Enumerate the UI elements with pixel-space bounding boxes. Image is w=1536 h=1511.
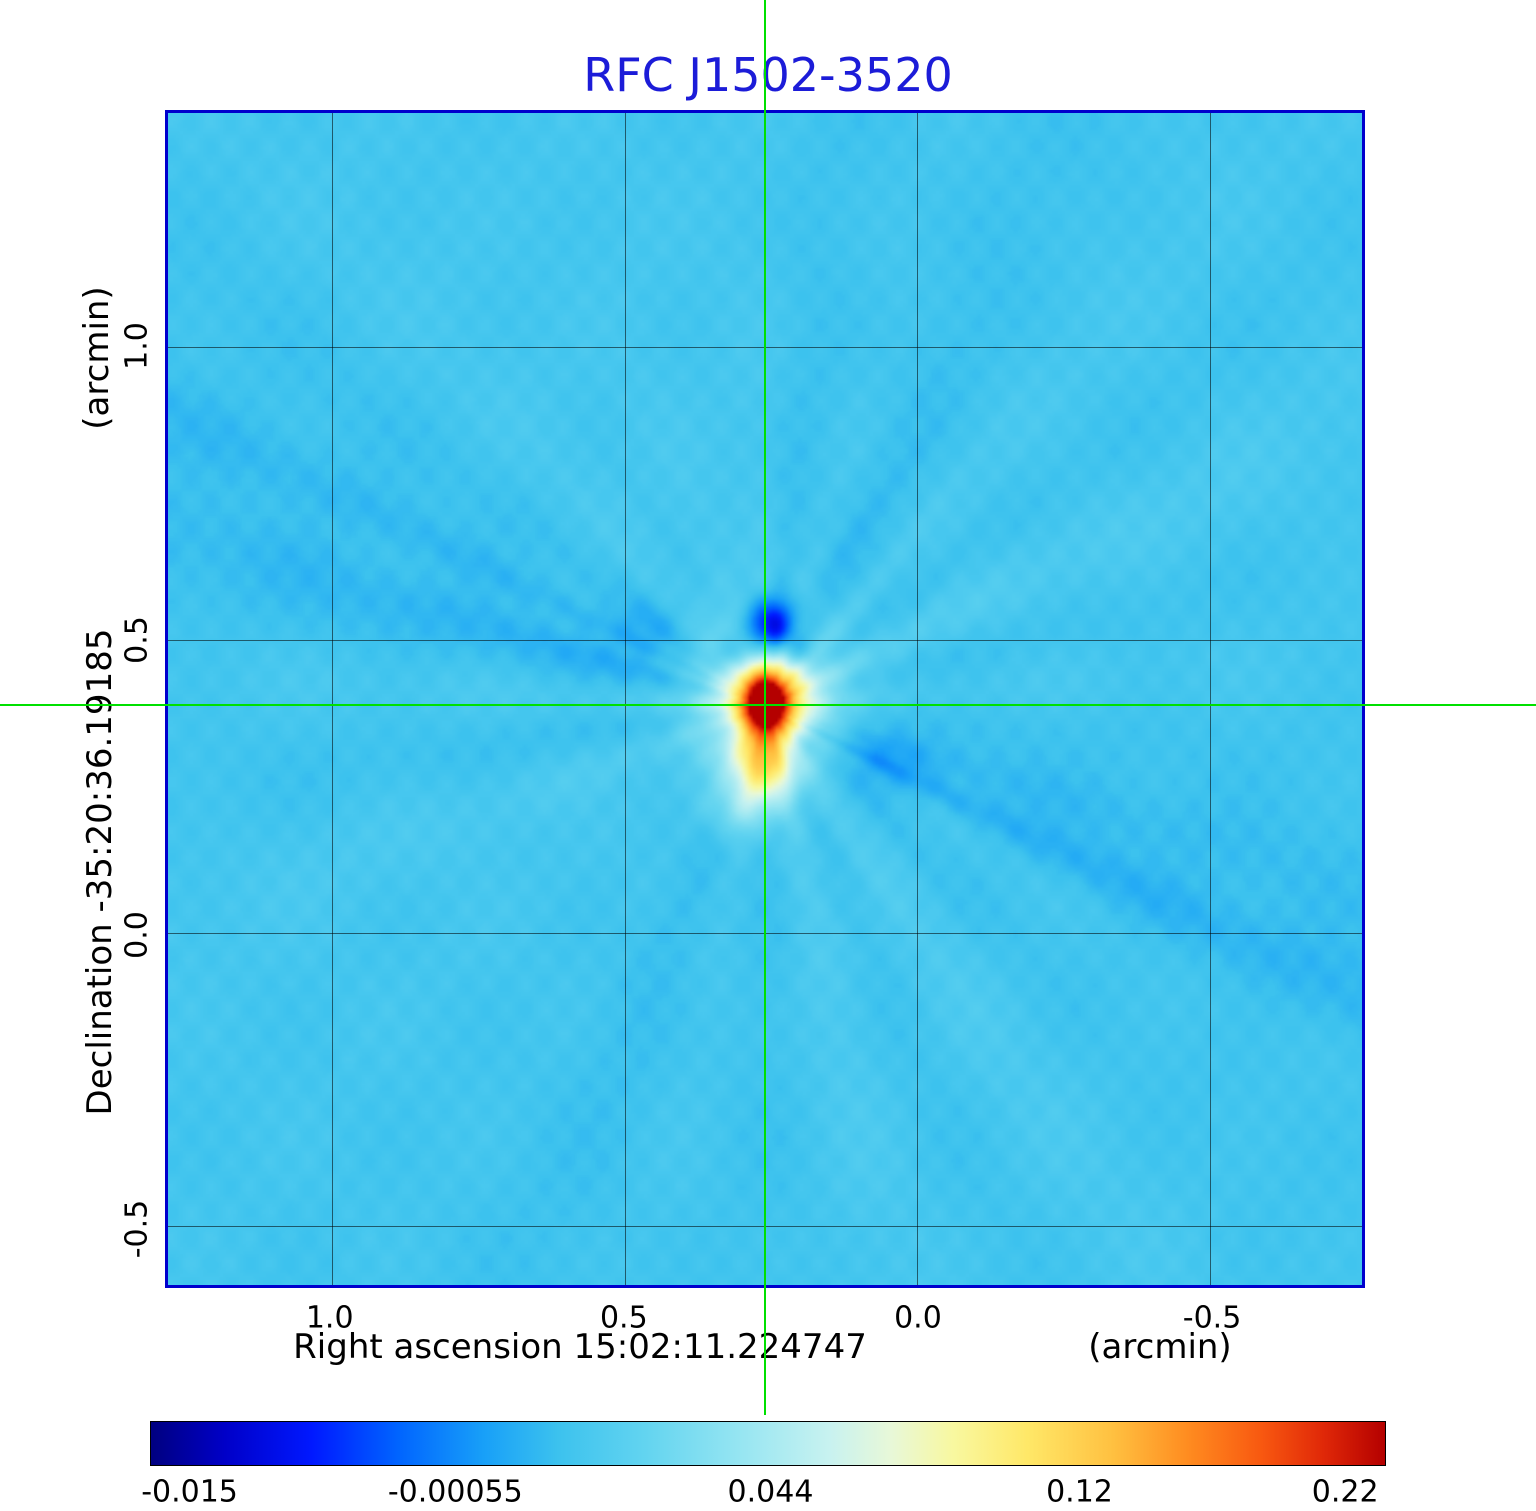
crosshair-vertical-line bbox=[764, 0, 766, 1415]
figure-title: RFC J1502-3520 bbox=[583, 48, 953, 102]
y-axis-label: Declination -35:20:36.19185 bbox=[80, 628, 120, 1116]
x-axis-unit: (arcmin) bbox=[1088, 1327, 1232, 1367]
y-axis-unit: (arcmin) bbox=[77, 286, 117, 430]
y-tick-label: 1.0 bbox=[119, 321, 155, 370]
x-axis-label: Right ascension 15:02:11.224747 bbox=[293, 1327, 867, 1367]
y-tick-label: 0.0 bbox=[119, 910, 155, 959]
colorbar-label: -0.015 bbox=[141, 1474, 238, 1510]
crosshair-horizontal-line bbox=[0, 703, 1536, 706]
y-tick-label: -0.5 bbox=[119, 1199, 155, 1259]
y-tick-label: 0.5 bbox=[119, 616, 155, 664]
x-tick-label: 0.5 bbox=[599, 1300, 648, 1336]
colorbar-label: 0.044 bbox=[727, 1474, 814, 1510]
colorbar-label: 0.22 bbox=[1311, 1474, 1379, 1510]
x-tick-label: -0.5 bbox=[1182, 1300, 1242, 1336]
x-tick-label: 1.0 bbox=[305, 1300, 354, 1336]
colorbar bbox=[150, 1421, 1386, 1466]
colorbar-label: -0.00055 bbox=[387, 1474, 523, 1510]
colorbar-label: 0.12 bbox=[1046, 1474, 1113, 1510]
x-tick-label: 0.0 bbox=[894, 1300, 942, 1336]
